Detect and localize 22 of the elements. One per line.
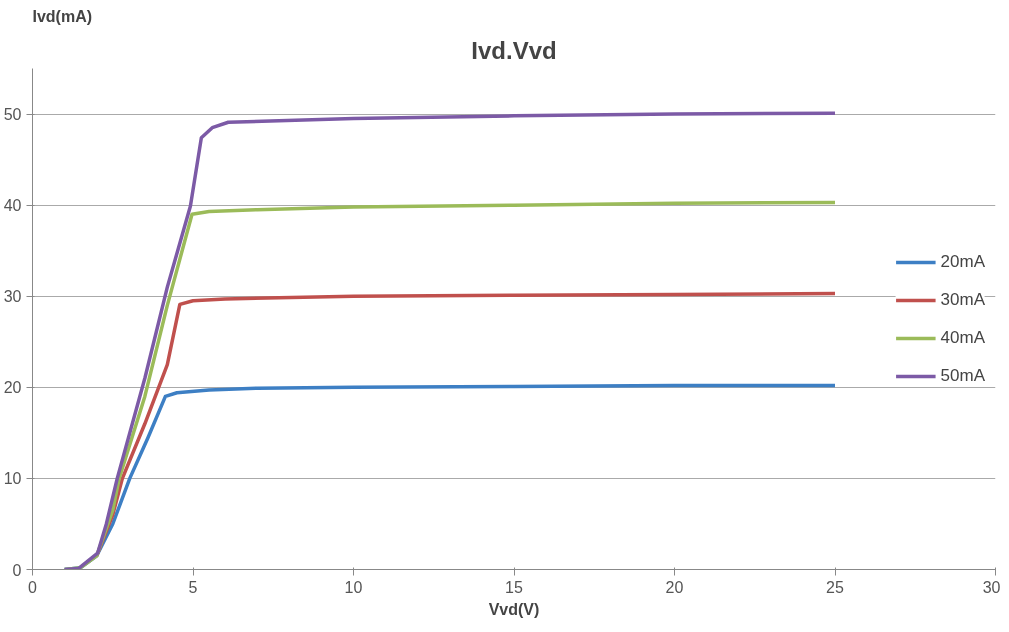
y-axis-title: Ivd(mA) xyxy=(32,7,93,25)
chart-title: Ivd.Vvd xyxy=(471,36,557,64)
y-tick-label: 0 xyxy=(12,561,22,579)
y-tick-label: 30 xyxy=(3,288,22,306)
legend-label: 20mA xyxy=(940,251,985,272)
y-tick-label: 40 xyxy=(3,197,22,215)
y-tick-label: 50 xyxy=(3,106,22,124)
y-tick-label: 20 xyxy=(3,379,22,397)
x-tick-label: 0 xyxy=(28,578,38,596)
legend-label: 30mA xyxy=(940,289,985,310)
line-series xyxy=(62,111,837,570)
x-tick-label: 5 xyxy=(188,578,198,596)
legend-label: 50mA xyxy=(940,365,985,386)
line-series xyxy=(62,200,837,570)
x-tick-label: 30 xyxy=(982,578,1001,596)
x-tick-label: 20 xyxy=(665,578,684,596)
x-tick-label: 15 xyxy=(505,578,523,596)
legend-label: 40mA xyxy=(940,327,985,348)
x-axis-title: Vvd(V) xyxy=(488,600,540,618)
y-tick-label: 10 xyxy=(3,470,22,488)
x-tick-label: 25 xyxy=(826,578,844,596)
x-tick-label: 10 xyxy=(344,578,363,596)
